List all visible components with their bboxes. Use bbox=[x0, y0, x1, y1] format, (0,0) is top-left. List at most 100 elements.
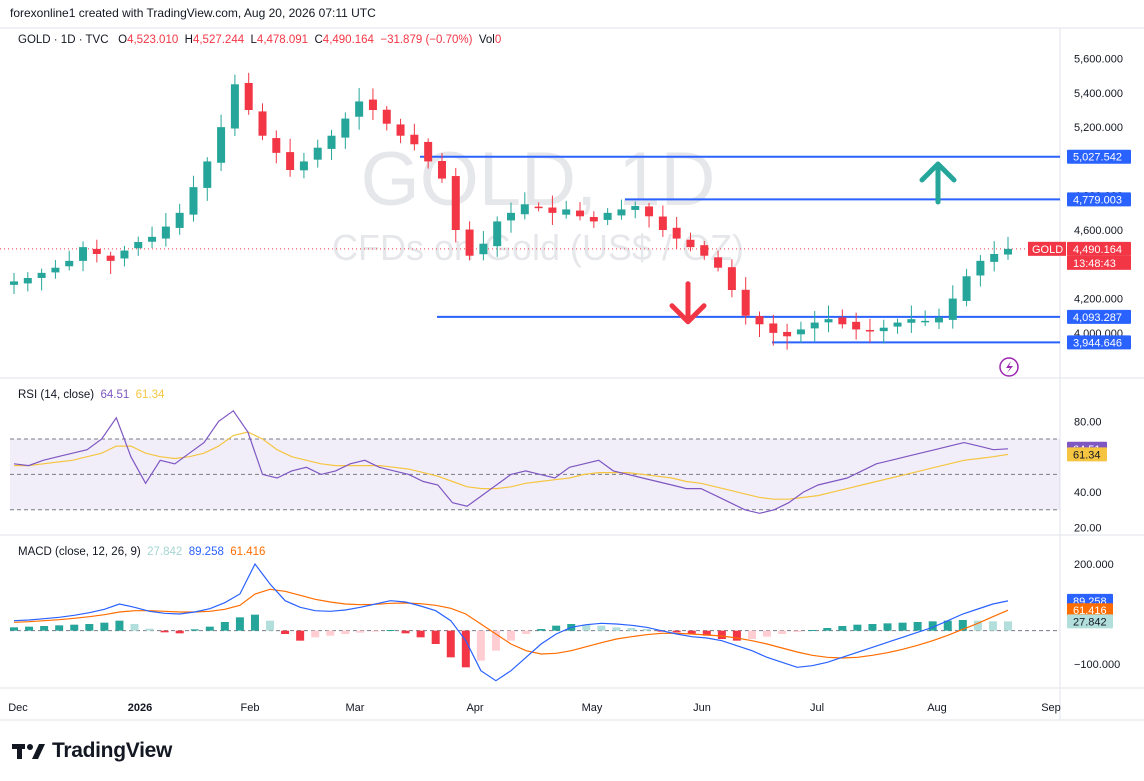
macd-legend[interactable]: MACD (close, 12, 26, 9) 27.842 89.258 61… bbox=[18, 546, 265, 558]
candle-body[interactable] bbox=[548, 207, 557, 213]
histogram-badge[interactable]: 27.842 bbox=[1067, 614, 1113, 629]
candle-body[interactable] bbox=[672, 227, 681, 239]
candle-body[interactable] bbox=[244, 82, 253, 110]
candle-body[interactable] bbox=[161, 226, 170, 239]
candle-body[interactable] bbox=[810, 322, 819, 329]
candle-body[interactable] bbox=[686, 239, 695, 248]
candle-body[interactable] bbox=[507, 212, 515, 221]
candle-body[interactable] bbox=[603, 212, 612, 220]
candle-body[interactable] bbox=[134, 242, 143, 249]
candle-body[interactable] bbox=[10, 281, 18, 285]
candle-body[interactable] bbox=[824, 319, 833, 323]
candle-body[interactable] bbox=[341, 118, 350, 138]
histogram-bar bbox=[883, 623, 892, 631]
candle-body[interactable] bbox=[106, 255, 115, 261]
candle-body[interactable] bbox=[258, 111, 267, 136]
candle-body[interactable] bbox=[65, 260, 74, 267]
last-price-badge[interactable]: 4,490.164 bbox=[1067, 241, 1131, 256]
candle-body[interactable] bbox=[396, 124, 405, 136]
candle-body[interactable] bbox=[23, 278, 32, 284]
candle-body[interactable] bbox=[783, 331, 792, 337]
candle-body[interactable] bbox=[37, 272, 46, 278]
candle-body[interactable] bbox=[934, 317, 943, 323]
level-badge-3[interactable]: 3,944.646 bbox=[1067, 335, 1131, 350]
candle-body[interactable] bbox=[852, 321, 861, 330]
candle-body[interactable] bbox=[1004, 248, 1012, 255]
candle-body[interactable] bbox=[617, 209, 626, 216]
candle-body[interactable] bbox=[921, 320, 930, 323]
candle-body[interactable] bbox=[493, 221, 502, 247]
candle-body[interactable] bbox=[562, 209, 571, 215]
candle-body[interactable] bbox=[948, 298, 957, 320]
price-tick-label: 5,400.000 bbox=[1074, 88, 1123, 100]
signal-badge[interactable]: 61.416 bbox=[1067, 603, 1113, 618]
rsi-line[interactable] bbox=[13, 409, 1009, 514]
candle-body[interactable] bbox=[451, 176, 460, 230]
candle-body[interactable] bbox=[286, 152, 295, 170]
candle-body[interactable] bbox=[976, 260, 985, 276]
candle-body[interactable] bbox=[838, 317, 847, 325]
candle-body[interactable] bbox=[230, 84, 239, 129]
candle-body[interactable] bbox=[148, 236, 157, 242]
candle-body[interactable] bbox=[990, 254, 999, 262]
candle-body[interactable] bbox=[479, 243, 488, 255]
candle-body[interactable] bbox=[879, 327, 888, 332]
candle-body[interactable] bbox=[520, 204, 529, 215]
level-badge-0[interactable]: 5,027.542 bbox=[1067, 149, 1131, 164]
candle-body[interactable] bbox=[382, 109, 391, 124]
candle-body[interactable] bbox=[272, 138, 281, 153]
candle-body[interactable] bbox=[79, 247, 88, 261]
rsi-ma-badge[interactable]: 61.34 bbox=[1067, 447, 1107, 462]
candle-body[interactable] bbox=[893, 322, 902, 327]
candle-body[interactable] bbox=[410, 134, 419, 145]
time-tick-label: Aug bbox=[927, 702, 947, 714]
histogram-bar bbox=[476, 630, 485, 661]
candle-body[interactable] bbox=[645, 206, 654, 217]
candle-body[interactable] bbox=[327, 135, 336, 149]
event-lightning-icon[interactable] bbox=[999, 357, 1019, 377]
candle-body[interactable] bbox=[368, 99, 377, 110]
candle-body[interactable] bbox=[796, 329, 805, 335]
candle-body[interactable] bbox=[120, 250, 129, 259]
level-badge-2[interactable]: 4,093.287 bbox=[1067, 309, 1131, 324]
rsi-legend[interactable]: RSI (14, close) 64.51 61.34 bbox=[18, 389, 164, 401]
macd-title: MACD (close, 12, 26, 9) bbox=[18, 546, 141, 558]
tradingview-logo[interactable]: TradingView bbox=[12, 739, 172, 763]
candle-body[interactable] bbox=[714, 257, 723, 268]
candle-body[interactable] bbox=[658, 216, 667, 230]
symbol-label[interactable]: GOLD · 1D · TVC bbox=[18, 34, 109, 46]
rsi-ma-line[interactable] bbox=[14, 431, 1009, 500]
candle-body[interactable] bbox=[700, 245, 709, 256]
candle-body[interactable] bbox=[865, 329, 874, 332]
candle-body[interactable] bbox=[424, 141, 433, 162]
candle-body[interactable] bbox=[355, 101, 364, 117]
candle-body[interactable] bbox=[755, 316, 764, 325]
candle-body[interactable] bbox=[631, 206, 640, 210]
candle-body[interactable] bbox=[576, 210, 585, 217]
candle-body[interactable] bbox=[962, 276, 971, 301]
macd-line[interactable] bbox=[13, 562, 1009, 682]
candle-body[interactable] bbox=[313, 147, 322, 160]
candle-body[interactable] bbox=[769, 323, 778, 333]
low-label: L bbox=[250, 34, 257, 46]
candle-body[interactable] bbox=[51, 267, 60, 273]
candle-body[interactable] bbox=[217, 127, 226, 163]
candle-body[interactable] bbox=[299, 161, 308, 171]
candle-body[interactable] bbox=[465, 229, 474, 256]
symbol-tag[interactable]: GOLD bbox=[1028, 241, 1066, 256]
candle-body[interactable] bbox=[92, 248, 101, 254]
candle-body[interactable] bbox=[437, 160, 446, 179]
signal-line[interactable] bbox=[13, 588, 1009, 659]
candle-body[interactable] bbox=[589, 217, 598, 222]
rsi-ma-badge-text: 61.34 bbox=[1073, 449, 1101, 461]
candle-body[interactable] bbox=[534, 206, 543, 209]
candle-body[interactable] bbox=[175, 212, 184, 228]
candle-body[interactable] bbox=[189, 187, 198, 215]
candle-body[interactable] bbox=[741, 289, 750, 316]
level-badge-1[interactable]: 4,779.003 bbox=[1067, 192, 1131, 207]
candle-body[interactable] bbox=[907, 319, 916, 323]
candle-body[interactable] bbox=[203, 161, 212, 188]
candle-body[interactable] bbox=[727, 267, 736, 290]
level-badge-0-text: 5,027.542 bbox=[1073, 152, 1122, 164]
